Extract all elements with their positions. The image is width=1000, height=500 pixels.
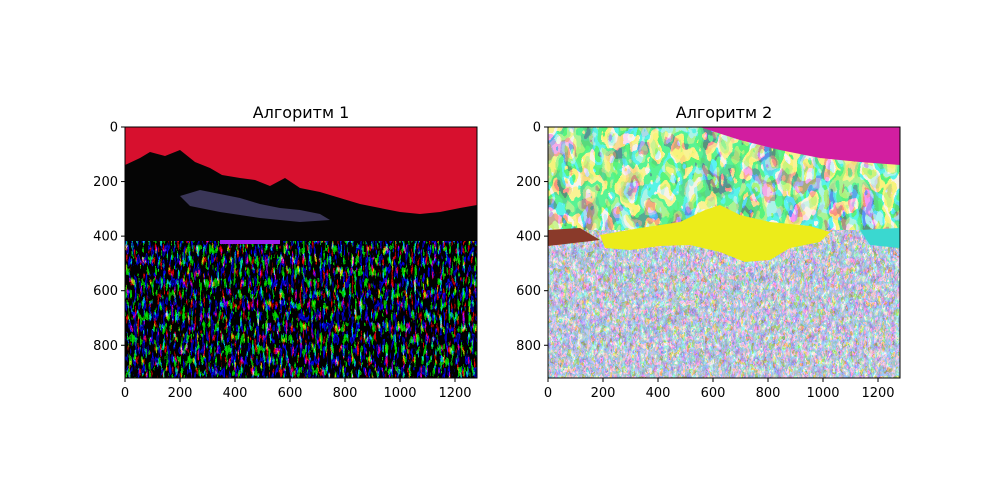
y-tick-label: 0 <box>533 121 541 136</box>
segmentation-image-2 <box>548 127 900 378</box>
y-tick-label: 800 <box>93 339 118 354</box>
x-tick-label: 200 <box>168 386 193 401</box>
chart-title: Алгоритм 1 <box>253 103 350 122</box>
y-tick-label: 400 <box>516 230 541 245</box>
x-tick-label: 1200 <box>861 386 894 401</box>
x-tick-label: 200 <box>591 386 616 401</box>
panel-algorithm-1 <box>125 127 477 378</box>
x-tick-label: 600 <box>701 386 726 401</box>
x-tick-label: 800 <box>756 386 781 401</box>
x-tick-label: 0 <box>544 386 552 401</box>
y-tick-label: 0 <box>110 121 118 136</box>
x-tick-label: 600 <box>278 386 303 401</box>
y-tick-label: 600 <box>93 284 118 299</box>
x-tick-label: 0 <box>121 386 129 401</box>
x-tick-label: 1200 <box>438 386 471 401</box>
y-tick-label: 200 <box>516 175 541 190</box>
x-tick-label: 400 <box>223 386 248 401</box>
x-tick-label: 1000 <box>383 386 416 401</box>
x-tick-label: 1000 <box>806 386 839 401</box>
y-tick-label: 800 <box>516 339 541 354</box>
x-tick-label: 800 <box>333 386 358 401</box>
y-tick-label: 600 <box>516 284 541 299</box>
foreground-segments <box>125 240 477 378</box>
y-tick-label: 400 <box>93 230 118 245</box>
chart-title: Алгоритм 2 <box>676 103 773 122</box>
y-tick-label: 200 <box>93 175 118 190</box>
x-tick-label: 400 <box>646 386 671 401</box>
panel-algorithm-2 <box>548 127 900 378</box>
segmentation-image-1 <box>125 127 477 378</box>
